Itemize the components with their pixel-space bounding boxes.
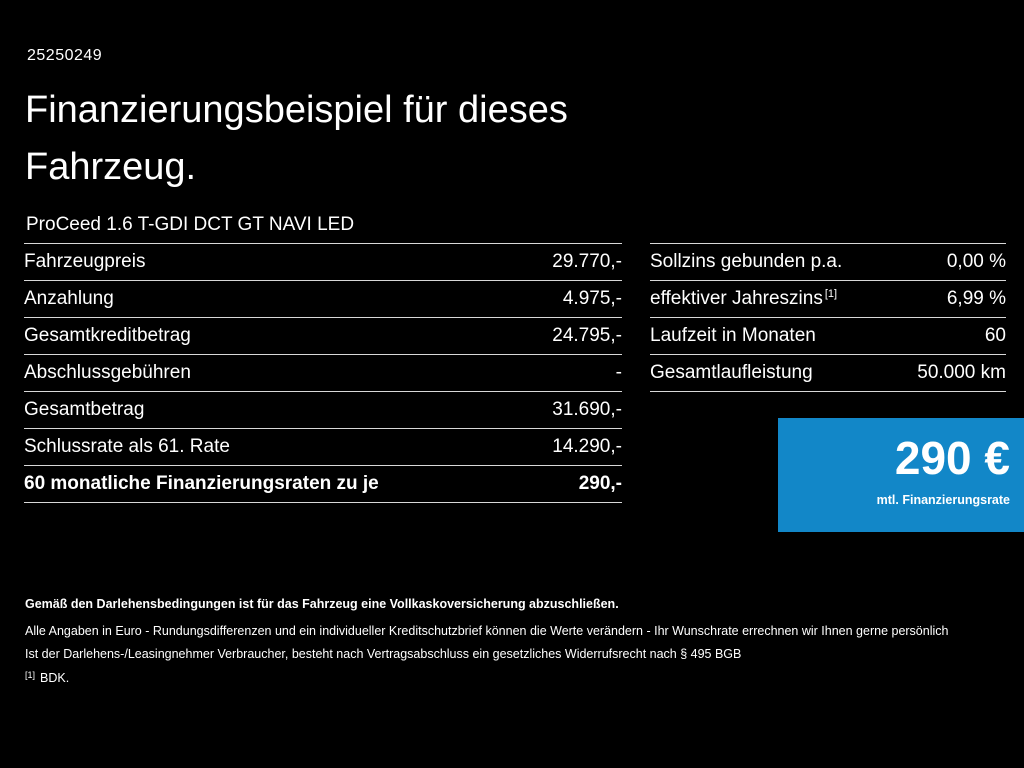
- table-row: Laufzeit in Monaten 60: [650, 317, 1006, 354]
- page-title-line2: Fahrzeug.: [25, 146, 197, 188]
- finance-table-right: Sollzins gebunden p.a. 0,00 % effektiver…: [650, 243, 1006, 392]
- row-label: Anzahlung: [24, 288, 114, 309]
- insurance-notice: Gemäß den Darlehensbedingungen ist für d…: [25, 597, 619, 611]
- row-label: 60 monatliche Finanzierungsraten zu je: [24, 473, 379, 494]
- row-label: Gesamtkreditbetrag: [24, 325, 191, 346]
- table-row: Sollzins gebunden p.a. 0,00 %: [650, 243, 1006, 280]
- finance-table-left: Fahrzeugpreis 29.770,- Anzahlung 4.975,-…: [24, 243, 622, 503]
- disclaimer-line: Ist der Darlehens-/Leasingnehmer Verbrau…: [25, 647, 742, 661]
- row-value: -: [615, 362, 622, 383]
- table-row: Gesamtlaufleistung 50.000 km: [650, 354, 1006, 391]
- footnote: [1] BDK.: [25, 670, 993, 685]
- table-row: Anzahlung 4.975,-: [24, 280, 622, 317]
- table-row-monthly-rate: 60 monatliche Finanzierungsraten zu je 2…: [24, 465, 622, 502]
- row-label: Abschlussgebühren: [24, 362, 191, 383]
- table-row: Fahrzeugpreis 29.770,-: [24, 243, 622, 280]
- table-row: Schlussrate als 61. Rate 14.290,-: [24, 428, 622, 465]
- row-value: 0,00 %: [946, 251, 1006, 272]
- table-row: Gesamtkreditbetrag 24.795,-: [24, 317, 622, 354]
- row-value: 24.795,-: [552, 325, 622, 346]
- row-label: Schlussrate als 61. Rate: [24, 436, 230, 457]
- monthly-rate-amount: 290 €: [894, 432, 1010, 484]
- row-label: Gesamtbetrag: [24, 399, 145, 420]
- vehicle-name: ProCeed 1.6 T-GDI DCT GT NAVI LED: [26, 214, 355, 235]
- row-value: 14.290,-: [552, 436, 622, 457]
- table-row: Gesamtbetrag 31.690,-: [24, 391, 622, 428]
- footnote-marker: [1]: [25, 670, 36, 680]
- row-value: 4.975,-: [562, 288, 622, 309]
- row-value: 31.690,-: [552, 399, 622, 420]
- row-value: 60: [984, 325, 1006, 346]
- row-value: 29.770,-: [552, 251, 622, 272]
- disclaimer-line: Alle Angaben in Euro - Rundungsdifferenz…: [25, 624, 949, 638]
- row-label-text: effektiver Jahreszins: [650, 288, 823, 309]
- monthly-rate-caption: mtl. Finanzierungsrate: [876, 493, 1010, 507]
- row-label: Sollzins gebunden p.a.: [650, 251, 843, 272]
- row-value: 50.000 km: [917, 362, 1006, 383]
- table-row: Abschlussgebühren -: [24, 354, 622, 391]
- table-row: effektiver Jahreszins [1] 6,99 %: [650, 280, 1006, 317]
- monthly-rate-box: 290 € mtl. Finanzierungsrate: [778, 418, 1024, 532]
- legal-footer: Gemäß den Darlehensbedingungen ist für d…: [25, 597, 993, 685]
- footnote-reference: [1]: [824, 288, 838, 300]
- document-id: 25250249: [27, 47, 103, 64]
- page-title-line1: Finanzierungsbeispiel für dieses: [25, 89, 568, 131]
- row-label: Laufzeit in Monaten: [650, 325, 816, 346]
- row-value: 290,-: [578, 473, 622, 494]
- row-label: Fahrzeugpreis: [24, 251, 146, 272]
- page-title: Finanzierungsbeispiel für dieses Fahrzeu…: [25, 82, 568, 196]
- row-label: Gesamtlaufleistung: [650, 362, 813, 383]
- row-value: 6,99 %: [946, 288, 1006, 309]
- row-label: effektiver Jahreszins [1]: [650, 288, 837, 310]
- footnote-text: BDK.: [40, 671, 70, 685]
